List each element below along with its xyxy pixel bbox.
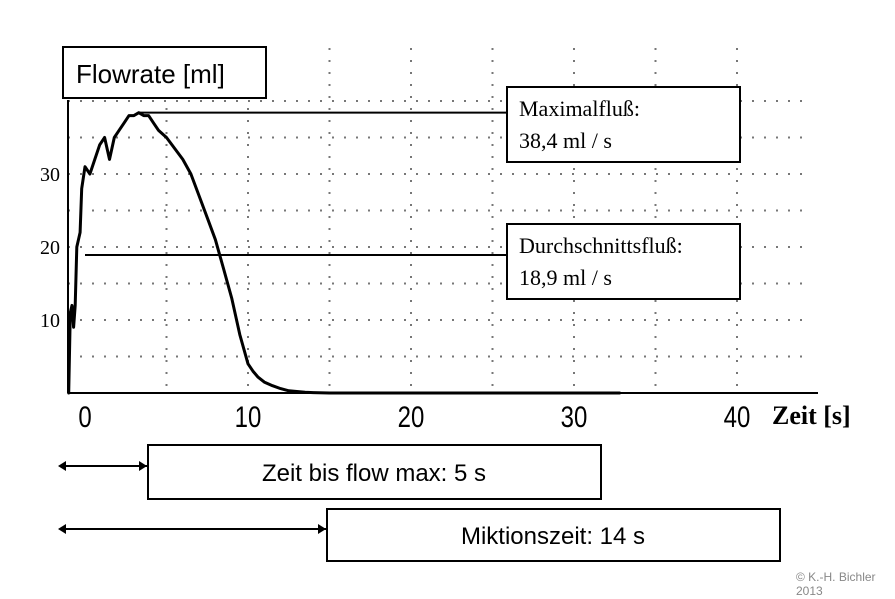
copyright-line-2: 2013	[796, 584, 823, 598]
avg-flow-value: 18,9 ml / s	[519, 265, 612, 290]
max-flow-box	[506, 86, 741, 163]
max-flow-value: 38,4 ml / s	[519, 128, 612, 153]
x-tick-label: 40	[724, 399, 751, 433]
y-label-box	[62, 46, 267, 99]
y-tick-labels: 10 20 30	[40, 164, 60, 332]
avg-flow-box	[506, 223, 741, 300]
x-tick-label: 0	[78, 399, 91, 433]
arrow-head-right-icon	[139, 461, 147, 471]
x-tick-label: 10	[235, 399, 262, 433]
series-line-flowrate	[67, 111, 622, 395]
arrow-head-left-icon	[58, 461, 66, 471]
time-to-max-label: Zeit bis flow max: 5 s	[262, 460, 486, 487]
x-axis-label: Zeit [s]	[772, 401, 851, 430]
avg-flow-label: Durchschnittsfluß:	[519, 233, 683, 258]
voiding-time-box	[326, 508, 781, 562]
x-tick-label: 20	[398, 399, 425, 433]
voiding-time-label: Miktionszeit: 14 s	[461, 523, 645, 550]
max-flow-label: Maximalfluß:	[519, 96, 640, 121]
x-tick-labels: 0 10 20 30 40	[78, 399, 750, 433]
grid-lines	[68, 48, 812, 393]
copyright-line-1: © K.-H. Bichler	[796, 570, 876, 584]
time-to-max-box	[147, 444, 602, 500]
arrow-head-right-icon	[318, 524, 326, 534]
arrow-head-left-icon	[58, 524, 66, 534]
x-tick-label: 30	[561, 399, 588, 433]
y-tick-label: 30	[40, 164, 60, 186]
y-tick-label: 20	[40, 237, 60, 259]
y-axis-label: Flowrate [ml]	[76, 59, 225, 89]
y-tick-label: 10	[40, 310, 60, 332]
